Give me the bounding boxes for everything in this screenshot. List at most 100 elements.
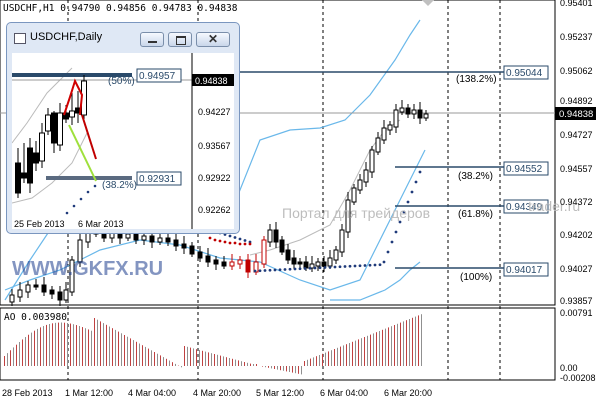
sar-dot <box>419 171 422 174</box>
daily-red-leg <box>82 115 96 159</box>
chart-window-icon <box>14 33 26 44</box>
daily-chart[interactable]: (50%) 0.94957 (38.2%) 0.92931 0.94838 0.… <box>12 53 234 229</box>
ao-bar <box>295 366 296 373</box>
candle-body <box>246 260 250 272</box>
ao-bar <box>166 359 167 366</box>
ao-bar <box>196 349 197 366</box>
ao-bar <box>28 335 29 366</box>
ao-bar <box>10 350 11 366</box>
minimize-button[interactable] <box>140 32 164 47</box>
ao-bar <box>289 366 290 372</box>
ao-bar <box>256 364 257 366</box>
price-axis: 0.95401 0.95237 0.95062 0.94892 0.94727 … <box>560 0 593 306</box>
ao-bar <box>367 336 368 366</box>
ao-bar <box>337 348 338 366</box>
price-tick: 0.95062 <box>560 66 593 76</box>
daily-candle-body <box>40 133 45 161</box>
ao-bar <box>79 326 80 366</box>
price-tick: 0.94372 <box>560 197 593 207</box>
ao-bar <box>4 356 5 366</box>
ao-bar <box>232 359 233 366</box>
candle-body <box>166 238 170 242</box>
ao-bar <box>115 330 116 366</box>
sar-dot <box>407 201 410 204</box>
daily-chart-window[interactable]: USDCHF,Daily ✕ <box>6 22 240 234</box>
price-tick: 0.95237 <box>560 32 593 42</box>
ao-bar <box>298 366 299 374</box>
ao-bar <box>394 325 395 366</box>
daily-level-50-price: 0.94957 <box>139 71 176 82</box>
ao-bar <box>316 356 317 366</box>
candle-body <box>126 234 130 238</box>
ao-bar <box>412 318 413 366</box>
ao-bar <box>139 344 140 367</box>
sar-dot <box>309 267 312 270</box>
ao-bar <box>370 335 371 366</box>
fibo-price-1382: 0.95044 <box>506 68 543 79</box>
fibo-label-1382: (138.2%) <box>456 74 497 85</box>
ao-bar <box>325 353 326 366</box>
ao-bar <box>133 340 134 366</box>
ao-bar <box>130 338 131 366</box>
ao-bar <box>148 349 149 366</box>
maximize-button[interactable] <box>168 32 192 47</box>
daily-time-axis: 25 Feb 2013 6 Mar 2013 <box>14 219 124 229</box>
ao-bar <box>403 321 404 366</box>
ao-bar <box>304 361 305 366</box>
ao-bar <box>262 366 263 367</box>
price-tick: 0.94202 <box>560 230 593 240</box>
sar-dot <box>299 267 302 270</box>
ao-bar <box>343 345 344 366</box>
ao-bar <box>355 341 356 366</box>
sar-dot <box>254 270 257 273</box>
ao-bar <box>349 343 350 366</box>
ao-bar <box>187 347 188 366</box>
ao-bar <box>13 347 14 366</box>
ao-bar <box>37 329 38 366</box>
ao-bar <box>94 318 95 366</box>
price-tick: 0.94557 <box>560 164 593 174</box>
ao-bar <box>352 342 353 366</box>
ao-bar <box>310 359 311 366</box>
candle-body <box>364 170 368 182</box>
candle-body <box>376 138 380 152</box>
ao-bar <box>151 350 152 366</box>
ao-bar <box>322 354 323 366</box>
candle-body <box>418 110 422 118</box>
ao-bar <box>49 324 50 366</box>
daily-candle-body <box>34 153 39 163</box>
candle-body <box>406 108 410 114</box>
daily-window-titlebar[interactable]: USDCHF,Daily ✕ <box>7 23 239 53</box>
ao-bar <box>136 342 137 366</box>
candle-body <box>18 290 22 297</box>
ao-bar <box>274 366 275 369</box>
candle-body <box>274 230 278 242</box>
daily-time-tick: 25 Feb 2013 <box>14 219 65 229</box>
ao-tick: 0.00 <box>560 363 578 373</box>
watermark-text: Портал для трейдеров <box>282 205 430 221</box>
daily-candle-body <box>28 148 33 183</box>
ao-bar <box>43 326 44 366</box>
ao-bar <box>292 366 293 373</box>
daily-price-tick: 0.92922 <box>198 173 231 183</box>
candle-body <box>388 125 392 130</box>
close-button[interactable]: ✕ <box>196 32 230 47</box>
candle-body <box>174 240 178 246</box>
ao-bar <box>388 327 389 366</box>
daily-time-tick: 6 Mar 2013 <box>78 219 124 229</box>
candle-body <box>304 262 308 268</box>
ao-bar <box>46 325 47 366</box>
sar-dot-red <box>214 239 217 242</box>
ao-bar <box>199 350 200 366</box>
ao-bar <box>400 323 401 366</box>
candle-body <box>352 188 356 202</box>
sar-dot-red <box>219 240 222 243</box>
ao-bar <box>112 328 113 366</box>
daily-price-tick: 0.92262 <box>198 205 231 215</box>
candle-body <box>134 234 138 240</box>
ao-bar <box>364 337 365 366</box>
candle-body <box>262 240 266 264</box>
sar-dot <box>391 241 394 244</box>
sar-dot <box>259 269 262 272</box>
sar-dot-red <box>249 243 252 246</box>
